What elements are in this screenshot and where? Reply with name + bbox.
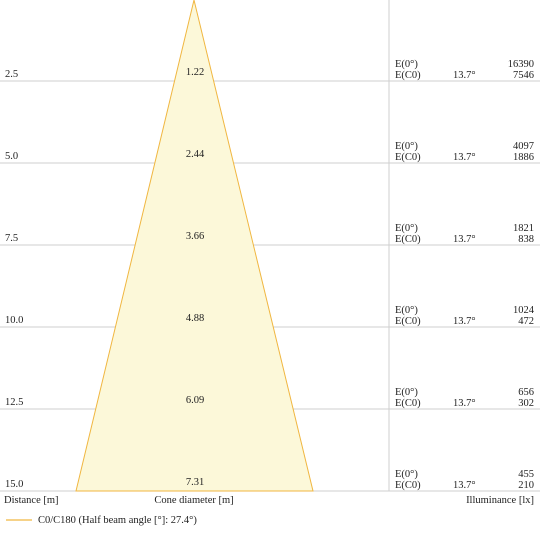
ec0-label: E(C0) <box>395 152 421 163</box>
half-angle-value: 13.7° <box>453 70 476 81</box>
half-angle-value: 13.7° <box>453 480 476 491</box>
cone-diameter-value: 6.09 <box>186 395 204 406</box>
e0-illuminance-value: 1024 <box>513 305 535 316</box>
ec0-illuminance-value: 210 <box>518 480 534 491</box>
cone-diameter-value: 7.31 <box>186 477 204 488</box>
half-angle-value: 13.7° <box>453 398 476 409</box>
distance-value: 15.0 <box>5 479 23 490</box>
ec0-label: E(C0) <box>395 70 421 81</box>
distance-axis-label: Distance [m] <box>4 495 59 506</box>
ec0-illuminance-value: 838 <box>518 234 534 245</box>
distance-value: 10.0 <box>5 315 23 326</box>
illuminance-axis-label: Illuminance [lx] <box>466 495 534 506</box>
legend-label: C0/C180 (Half beam angle [°]: 27.4°) <box>38 515 197 526</box>
ec0-label: E(C0) <box>395 316 421 327</box>
ec0-illuminance-value: 472 <box>518 316 534 327</box>
cone-diameter-axis-label: Cone diameter [m] <box>154 495 233 506</box>
e0-illuminance-value: 455 <box>518 469 534 480</box>
e0-label: E(0°) <box>395 223 418 234</box>
beam-cone <box>75 0 314 492</box>
e0-illuminance-value: 16390 <box>508 59 534 70</box>
e0-label: E(0°) <box>395 469 418 480</box>
e0-illuminance-value: 4097 <box>513 141 534 152</box>
half-angle-value: 13.7° <box>453 234 476 245</box>
half-angle-value: 13.7° <box>453 316 476 327</box>
distance-value: 7.5 <box>5 233 18 244</box>
e0-label: E(0°) <box>395 387 418 398</box>
half-angle-value: 13.7° <box>453 152 476 163</box>
cone-diameter-value: 3.66 <box>186 231 204 242</box>
e0-label: E(0°) <box>395 305 418 316</box>
e0-illuminance-value: 1821 <box>513 223 534 234</box>
distance-value: 2.5 <box>5 69 18 80</box>
cone-diameter-value: 2.44 <box>186 149 205 160</box>
distance-value: 5.0 <box>5 151 18 162</box>
cone-diameter-value: 4.88 <box>186 313 204 324</box>
ec0-illuminance-value: 7546 <box>513 70 534 81</box>
ec0-label: E(C0) <box>395 234 421 245</box>
cone-diameter-value: 1.22 <box>186 67 204 78</box>
e0-label: E(0°) <box>395 59 418 70</box>
e0-label: E(0°) <box>395 141 418 152</box>
ec0-illuminance-value: 1886 <box>513 152 534 163</box>
ec0-label: E(C0) <box>395 398 421 409</box>
distance-value: 12.5 <box>5 397 23 408</box>
ec0-label: E(C0) <box>395 480 421 491</box>
e0-illuminance-value: 656 <box>518 387 534 398</box>
ec0-illuminance-value: 302 <box>518 398 534 409</box>
